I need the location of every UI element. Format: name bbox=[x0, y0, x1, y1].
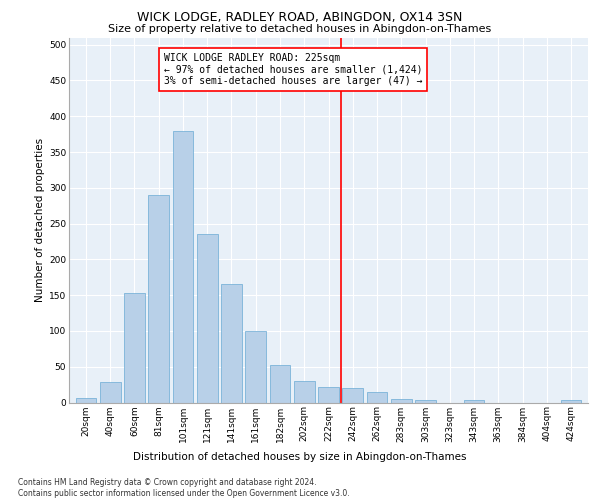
Text: Contains HM Land Registry data © Crown copyright and database right 2024.
Contai: Contains HM Land Registry data © Crown c… bbox=[18, 478, 350, 498]
Text: WICK LODGE RADLEY ROAD: 225sqm
← 97% of detached houses are smaller (1,424)
3% o: WICK LODGE RADLEY ROAD: 225sqm ← 97% of … bbox=[164, 53, 422, 86]
Bar bbox=[464, 400, 484, 402]
Bar bbox=[343, 388, 363, 402]
Bar bbox=[391, 399, 412, 402]
Text: Distribution of detached houses by size in Abingdon-on-Thames: Distribution of detached houses by size … bbox=[133, 452, 467, 462]
Text: Size of property relative to detached houses in Abingdon-on-Thames: Size of property relative to detached ho… bbox=[109, 24, 491, 34]
Bar bbox=[269, 366, 290, 403]
Bar bbox=[318, 387, 339, 402]
Bar bbox=[148, 195, 169, 402]
Bar bbox=[245, 331, 266, 402]
Bar bbox=[76, 398, 96, 402]
Bar bbox=[173, 130, 193, 402]
Y-axis label: Number of detached properties: Number of detached properties bbox=[35, 138, 45, 302]
Bar bbox=[221, 284, 242, 403]
Bar bbox=[367, 392, 388, 402]
Bar bbox=[294, 381, 314, 402]
Bar bbox=[197, 234, 218, 402]
Bar bbox=[561, 400, 581, 402]
Bar bbox=[124, 293, 145, 403]
Bar bbox=[415, 400, 436, 402]
Bar bbox=[100, 382, 121, 402]
Text: WICK LODGE, RADLEY ROAD, ABINGDON, OX14 3SN: WICK LODGE, RADLEY ROAD, ABINGDON, OX14 … bbox=[137, 12, 463, 24]
